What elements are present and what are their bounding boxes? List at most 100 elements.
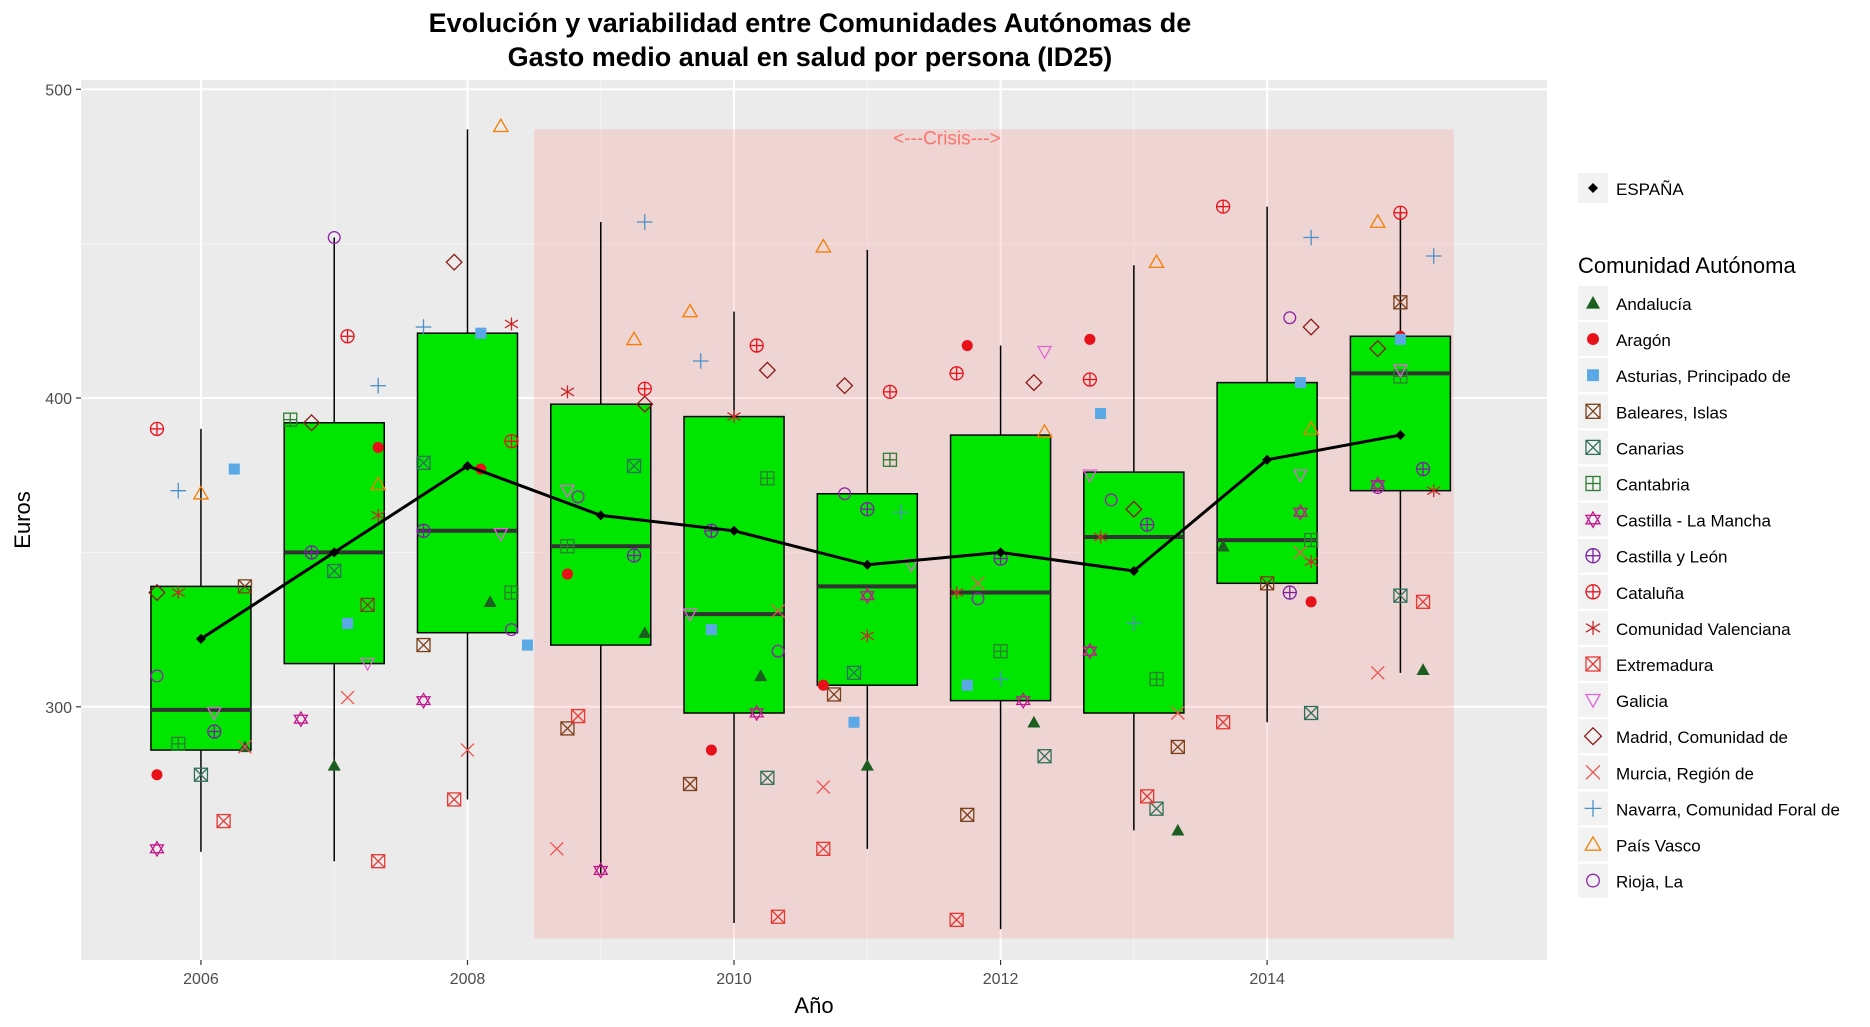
data-point [1036, 345, 1053, 360]
data-point [302, 414, 321, 432]
data-point [816, 841, 831, 856]
box-body [283, 421, 385, 665]
data-point [1148, 253, 1165, 269]
data-point [416, 455, 431, 471]
legend-label: Murcia, Región de [1616, 764, 1754, 783]
data-point [560, 539, 575, 554]
espana-point [595, 510, 606, 521]
legend-marker [1586, 873, 1600, 888]
data-point [571, 490, 585, 504]
data-point [1415, 461, 1431, 477]
legend-marker [1584, 800, 1602, 817]
x-tick-label: 2014 [1249, 971, 1285, 988]
x-axis-label: Año [794, 993, 833, 1018]
data-point [1171, 823, 1185, 836]
data-point [193, 767, 209, 782]
data-point [749, 704, 765, 722]
data-point [760, 770, 775, 785]
data-point [692, 353, 709, 369]
legend-key [1578, 827, 1608, 862]
data-point [1303, 705, 1319, 721]
espana-point [1262, 454, 1273, 465]
data-point [815, 238, 832, 253]
data-point [949, 912, 964, 928]
legend-marker [1584, 835, 1602, 851]
data-point [727, 410, 741, 424]
legend-marker [1585, 620, 1601, 635]
data-point [1294, 377, 1306, 389]
data-point [327, 758, 341, 771]
data-point [504, 623, 518, 637]
data-point [949, 366, 964, 381]
data-point [1082, 372, 1098, 387]
legend-marker [1585, 403, 1601, 419]
data-point [416, 637, 431, 653]
data-point [371, 508, 386, 522]
data-point [1292, 503, 1309, 521]
data-point [1027, 715, 1041, 728]
legend-marker [1584, 693, 1602, 709]
data-point [593, 862, 609, 879]
data-point [860, 758, 874, 771]
data-point [1084, 333, 1096, 345]
data-point [705, 624, 717, 636]
data-point [1140, 789, 1155, 804]
data-point [970, 576, 985, 591]
data-point [237, 739, 252, 754]
data-point [1416, 663, 1430, 675]
legend-marker [1585, 584, 1601, 600]
legend-label: Castilla y León [1616, 548, 1728, 567]
data-point [560, 721, 575, 736]
data-point [1215, 715, 1231, 730]
data-point [682, 608, 698, 623]
legend-label: Rioja, La [1616, 873, 1684, 892]
data-point [304, 545, 319, 560]
data-point [636, 214, 653, 230]
legend-marker [1585, 656, 1601, 672]
data-point [771, 644, 785, 658]
legend-key [1578, 683, 1608, 718]
data-point [1393, 295, 1408, 310]
legend-label: País Vasco [1616, 837, 1701, 856]
box-body [416, 332, 519, 634]
data-point [561, 568, 573, 580]
data-point [681, 303, 699, 318]
data-point [1369, 213, 1387, 228]
data-point [415, 319, 432, 335]
data-point [682, 776, 698, 792]
legend-label: Cataluña [1616, 584, 1685, 603]
data-point [1305, 596, 1317, 608]
data-point [1149, 801, 1164, 816]
data-point [228, 463, 240, 475]
data-point [1093, 530, 1108, 544]
chart-title: Evolución y variabilidad entre Comunidad… [429, 8, 1192, 38]
legend-label: Madrid, Comunidad de [1616, 728, 1788, 747]
data-point [170, 482, 187, 499]
y-tick-label: 300 [45, 700, 72, 717]
legend-marker [1585, 439, 1601, 456]
data-point [860, 502, 875, 517]
legend-key [1578, 502, 1608, 537]
data-point [475, 327, 487, 339]
data-point [1293, 545, 1308, 560]
data-point [1393, 588, 1408, 603]
box-body [150, 585, 252, 751]
legend-marker [1585, 475, 1601, 492]
legend-label: Navarra, Comunidad Foral de [1616, 800, 1840, 819]
data-point [1283, 311, 1297, 325]
data-point [758, 361, 777, 379]
data-point [521, 639, 533, 651]
data-point [1303, 532, 1319, 548]
data-point [1370, 665, 1385, 680]
espana-line-path [200, 433, 1401, 641]
data-point [992, 671, 1009, 687]
data-point [372, 441, 384, 453]
data-point [949, 586, 964, 600]
data-point [860, 629, 875, 643]
legend-marker [1584, 510, 1602, 529]
legend-marker [1587, 369, 1599, 382]
data-point [560, 385, 575, 399]
data-point [749, 338, 764, 353]
